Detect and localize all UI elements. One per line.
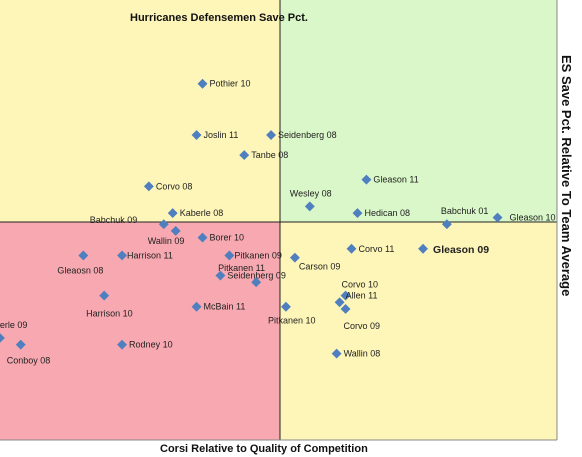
data-point-label: Gleaosn 08 [57,265,103,275]
data-point-label: Kaberle 08 [180,208,224,218]
data-point-marker [191,301,202,312]
data-point-label: Corvo 10 [342,280,379,290]
data-point-label: Seidenberg 09 [227,271,286,281]
data-point-marker [331,348,342,359]
data-point-label: Corvo 11 [359,244,395,254]
data-point-marker [304,201,315,212]
data-point-marker [197,78,208,89]
data-point-label: Corvo 08 [156,181,193,191]
data-point-marker [266,130,277,140]
data-point-marker [441,219,452,230]
data-point-marker [289,252,300,263]
data-point-label: Pitkanen 11 [218,263,265,273]
data-point-marker [340,304,351,314]
data-point-label: Harrison 11 [127,250,173,260]
data-point-label: Gleason 11 [373,175,418,185]
data-point-label: Rodney 10 [129,340,173,350]
data-point-label: Joslin 11 [204,130,239,140]
data-point-label: Corvo 09 [344,321,381,331]
data-point-marker [158,219,169,230]
data-point-label: Pitkanen 09 [234,250,282,260]
data-point-marker [215,270,226,281]
x-axis-label: Corsi Relative to Quality of Competition [160,443,368,455]
data-point-marker [239,150,250,161]
data-point-label: Carson 09 [299,262,341,272]
y-axis-label: ES Save Pct. Relative To Team Average [559,55,574,296]
data-point-label: Conboy 08 [7,356,51,366]
data-point-marker [224,250,235,261]
data-point-label: McBain 11 [204,302,246,312]
data-point-label: Babchuk 09 [90,215,138,225]
data-point-marker [197,232,208,243]
quadrant-top-left [0,0,280,222]
data-point-label: Kaberle 09 [0,320,27,330]
data-point-marker [334,297,345,308]
chart-title: Hurricanes Defensemen Save Pct. [130,12,308,24]
data-point-label: Wallin 08 [344,349,381,359]
data-point-label: Wesley 08 [290,188,332,198]
data-point-marker [117,250,128,261]
data-points: Pothier 10 Joslin 11 Seidenberg 08 Tanbe 08… [0,79,556,366]
data-point-marker [418,243,428,254]
data-point-marker [167,208,178,219]
data-point-label: Harrison 10 [86,309,133,319]
data-point-label: Borer 10 [210,233,245,243]
quadrant-bottom-left [0,222,280,440]
data-point-marker [170,225,181,236]
quadrant-bottom-right [280,222,557,440]
data-point-label: Wallin 09 [148,236,185,246]
data-point-marker [78,250,89,261]
data-point-marker [281,301,291,312]
data-point-marker [346,243,357,254]
quadrant-top-right [280,0,557,222]
data-point-marker [143,181,154,192]
data-point-marker [251,277,262,288]
data-point-marker [352,208,363,219]
data-point-label: Pothier 10 [210,79,251,89]
data-point-label: Gleason 10 [510,213,556,223]
data-point-marker [492,212,503,223]
data-point-marker [340,290,351,301]
data-point-label: Babchuk 01 [441,206,489,216]
data-point-label: Pitkanen 10 [268,316,316,326]
data-point-label: Tanbe 08 [251,150,288,160]
data-point-marker [361,174,372,185]
data-point-label: Hedican 08 [364,208,410,218]
data-point-label: Gleason 09 [433,244,489,256]
data-point-label: Seidenberg 08 [278,130,337,140]
data-point-label: Allen 11 [346,290,378,300]
data-point-marker [191,130,202,140]
